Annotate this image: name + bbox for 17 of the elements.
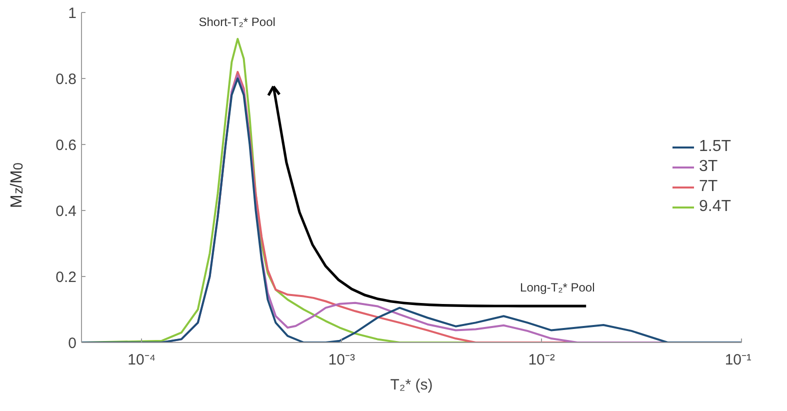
y-tick-label: 0.2	[56, 269, 77, 286]
y-tick-label: 0.4	[56, 203, 77, 220]
x-tick-label: 10⁻³	[328, 352, 355, 368]
x-tick-label: 10⁻¹	[724, 352, 752, 368]
legend-label: 9.4T	[698, 198, 731, 216]
x-axis-title: T₂* (s)	[390, 376, 433, 394]
annotation: Long-T₂* Pool	[520, 280, 595, 295]
x-tick-label: 10⁻²	[528, 352, 555, 368]
x-tick-label: 10⁻⁴	[128, 352, 156, 368]
y-tick-label: 1	[68, 5, 76, 22]
legend-label: 1.5T	[698, 138, 731, 156]
annotation: Short-T₂* Pool	[198, 15, 276, 29]
y-tick-label: 0.6	[56, 137, 77, 154]
y-tick-label: 0.8	[56, 71, 77, 88]
legend-label: 7T	[698, 178, 719, 196]
y-tick-label: 0	[68, 335, 76, 352]
legend-label: 3T	[698, 158, 719, 176]
